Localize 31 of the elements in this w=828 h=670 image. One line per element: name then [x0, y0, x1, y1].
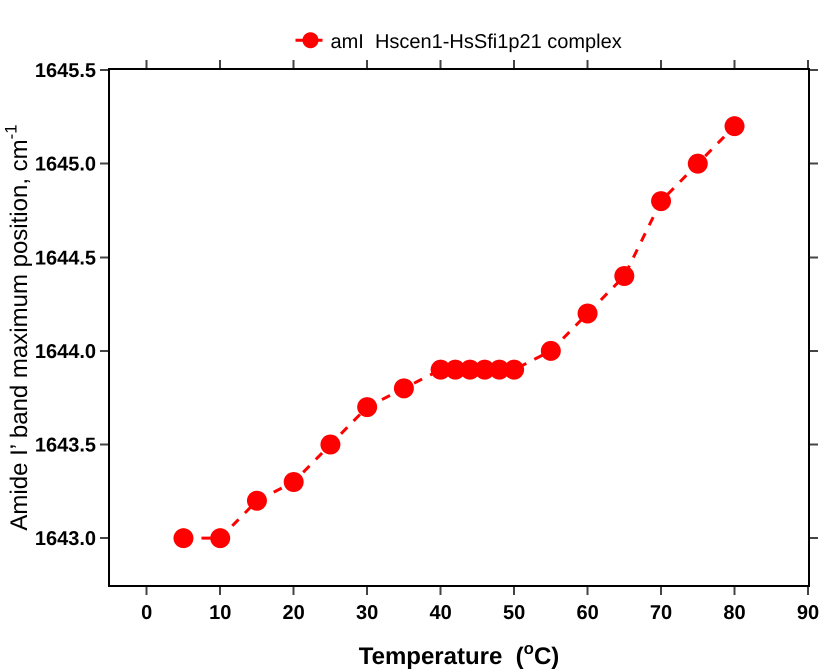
y-tick-label: 1643.5: [34, 434, 96, 457]
x-tick-label: 50: [502, 602, 526, 624]
point: [724, 116, 745, 136]
point: [394, 378, 414, 398]
y-tick-label: 1644.0: [34, 340, 96, 363]
point: [578, 303, 598, 324]
point: [173, 528, 194, 548]
y-tick-label: 1645.5: [34, 60, 96, 82]
x-tick-label: 80: [723, 602, 746, 624]
x-tick-label: 0: [141, 602, 152, 624]
x-tick-label: 90: [796, 602, 820, 624]
x-tick-label: 10: [209, 602, 232, 624]
point: [210, 528, 230, 548]
point: [688, 154, 708, 174]
y-tick-label: 1645.0: [34, 154, 96, 176]
point: [284, 472, 304, 492]
x-tick-label: 60: [576, 602, 599, 624]
x-tick-label: 70: [650, 602, 672, 624]
legend-label: amI Hscen1-HsSfi1p21 complex: [330, 31, 622, 53]
point: [320, 434, 340, 455]
point: [357, 397, 378, 418]
point: [540, 340, 561, 361]
y-tick-label: 1643.0: [34, 528, 96, 550]
x-axis-title: Temperature ($^{o}$C): [358, 638, 560, 670]
point: [651, 191, 672, 212]
x-tick-label: 20: [282, 602, 305, 624]
point: [614, 266, 634, 286]
x-tick-label: 40: [430, 602, 452, 624]
point: [246, 490, 267, 511]
y-tick-label: 1644.5: [34, 247, 96, 270]
x-tick-label: 30: [356, 602, 378, 624]
